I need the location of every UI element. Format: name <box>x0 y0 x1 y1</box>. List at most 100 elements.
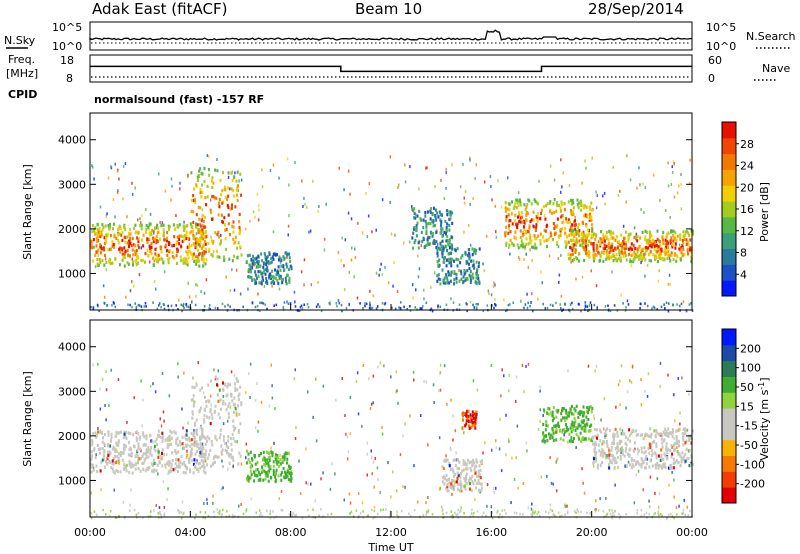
region-cell <box>229 453 232 457</box>
speckle-cell <box>238 504 240 508</box>
region-cell <box>235 188 238 192</box>
region-cell <box>137 443 140 447</box>
colorbar-tick-label: 20 <box>740 181 754 194</box>
speckle-cell <box>595 499 597 503</box>
region-cell <box>152 236 155 240</box>
speckle-cell <box>673 195 676 199</box>
region-cell <box>640 446 643 450</box>
speckle-cell <box>567 369 569 373</box>
speckle-cell <box>503 298 505 302</box>
region-cell <box>585 233 588 237</box>
region-cell <box>562 407 565 411</box>
speckle-cell <box>659 385 661 389</box>
region-cell <box>217 399 220 403</box>
region-cell <box>647 434 650 438</box>
region-cell <box>204 247 207 251</box>
region-cell <box>563 202 566 206</box>
region-cell <box>605 257 608 261</box>
region-cell <box>441 268 444 272</box>
region-cell <box>151 440 154 444</box>
region-cell <box>114 454 116 459</box>
region-cell <box>592 435 595 439</box>
region-cell <box>688 449 691 453</box>
region-cell <box>511 200 513 204</box>
region-cell <box>640 457 643 461</box>
speckle-cell <box>376 466 379 470</box>
region-cell <box>191 225 194 229</box>
xtick-label: 00:00 <box>74 526 106 539</box>
speckle-cell <box>445 186 447 190</box>
region-cell <box>228 257 231 261</box>
region-cell <box>674 242 677 246</box>
region-cell <box>145 224 148 228</box>
region-cell <box>180 244 183 248</box>
speckle-cell <box>396 290 399 293</box>
region-cell <box>663 258 666 262</box>
region-cell <box>203 417 206 422</box>
speckle-cell <box>181 500 184 504</box>
region-cell <box>577 232 580 236</box>
region-cell <box>266 255 269 259</box>
region-cell <box>514 236 517 241</box>
speckle-cell <box>491 448 493 452</box>
region-cell <box>654 241 657 245</box>
region-cell <box>179 255 182 259</box>
region-cell <box>124 249 127 253</box>
speckle-cell <box>322 471 324 475</box>
region-cell <box>475 413 478 417</box>
speckle-cell <box>331 462 333 466</box>
region-cell <box>216 377 219 381</box>
region-cell <box>99 430 101 434</box>
ground-band-cell <box>499 513 501 516</box>
region-cell <box>555 209 558 213</box>
speckle-cell <box>635 232 638 236</box>
speckle-cell <box>310 283 313 287</box>
power-ylabel: Slant Range [km] <box>21 164 34 260</box>
speckle-cell <box>91 165 94 169</box>
region-cell <box>266 450 268 454</box>
region-cell <box>547 237 550 241</box>
speckle-cell <box>640 403 643 407</box>
region-cell <box>209 410 212 414</box>
region-cell <box>132 263 134 267</box>
speckle-cell <box>593 464 595 468</box>
region-cell <box>118 247 121 251</box>
region-cell <box>458 482 461 486</box>
region-cell <box>98 451 101 455</box>
speckle-cell <box>508 373 511 377</box>
region-cell <box>452 474 455 478</box>
region-cell <box>212 240 215 244</box>
colorbar-swatch <box>722 248 736 265</box>
speckle-cell <box>179 181 181 185</box>
ground-band-cell <box>524 303 527 306</box>
region-cell <box>546 424 549 428</box>
region-cell <box>119 246 122 250</box>
ground-band-cell <box>539 515 541 518</box>
speckle-cell <box>530 507 533 511</box>
speckle-cell <box>438 436 441 440</box>
region-cell <box>676 234 679 238</box>
region-cell <box>208 399 211 404</box>
speckle-cell <box>485 234 488 238</box>
region-cell <box>215 438 218 442</box>
ground-band-cell <box>470 512 473 515</box>
region-cell <box>203 250 205 254</box>
region-cell <box>260 470 263 475</box>
region-cell <box>649 459 652 463</box>
region-cell <box>559 234 562 238</box>
region-cell <box>472 482 475 486</box>
region-cell <box>590 236 593 240</box>
speckle-cell <box>206 154 209 158</box>
ground-band-cell <box>350 510 353 513</box>
region-cell <box>254 462 257 466</box>
noise-trace <box>89 29 692 44</box>
region-cell <box>624 254 627 258</box>
region-cell <box>190 449 193 453</box>
region-cell <box>437 273 440 277</box>
region-cell <box>640 255 642 260</box>
speckle-cell <box>279 453 281 457</box>
region-cell <box>462 462 465 466</box>
speckle-cell <box>186 449 188 453</box>
region-cell <box>160 250 163 254</box>
region-cell <box>599 254 602 258</box>
